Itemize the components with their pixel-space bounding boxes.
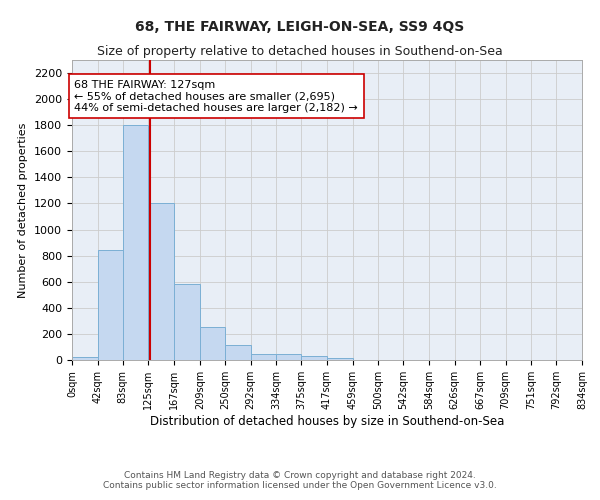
Text: Contains HM Land Registry data © Crown copyright and database right 2024.
Contai: Contains HM Land Registry data © Crown c… [103,470,497,490]
Bar [148,204,174,360]
Bar [72,356,98,360]
Bar [276,354,301,360]
Bar [301,356,327,360]
Bar [225,345,251,360]
Text: 68 THE FAIRWAY: 127sqm
← 55% of detached houses are smaller (2,695)
44% of semi-: 68 THE FAIRWAY: 127sqm ← 55% of detached… [74,80,358,113]
Text: 68, THE FAIRWAY, LEIGH-ON-SEA, SS9 4QS: 68, THE FAIRWAY, LEIGH-ON-SEA, SS9 4QS [136,20,464,34]
Bar [174,284,200,360]
Text: Size of property relative to detached houses in Southend-on-Sea: Size of property relative to detached ho… [97,45,503,58]
Bar [123,125,148,360]
X-axis label: Distribution of detached houses by size in Southend-on-Sea: Distribution of detached houses by size … [150,414,504,428]
Y-axis label: Number of detached properties: Number of detached properties [19,122,28,298]
Bar [251,354,276,360]
Bar [327,358,353,360]
Bar [200,326,225,360]
Bar [98,250,123,360]
